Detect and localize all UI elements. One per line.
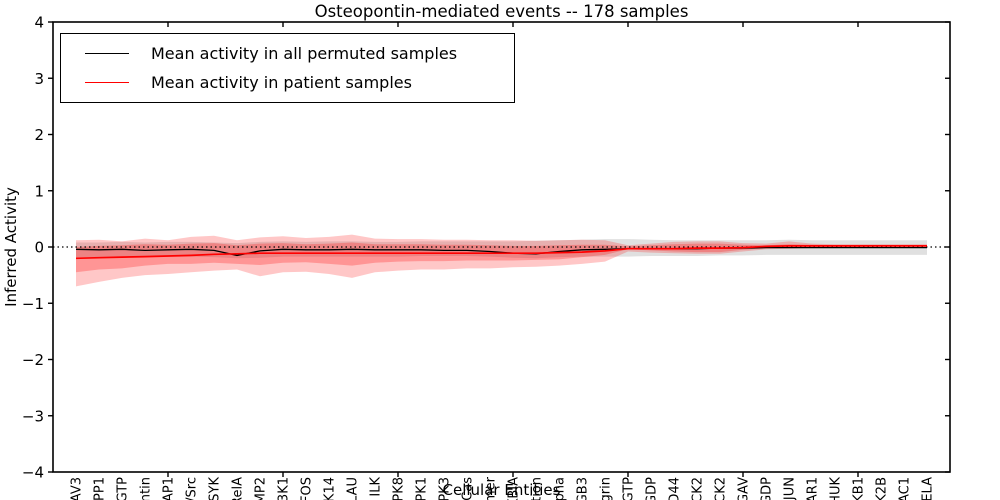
x-tick-label: ITGB3 — [576, 477, 591, 500]
x-tick-label: CD44 — [668, 477, 683, 500]
y-tick-label: 1 — [34, 182, 44, 200]
x-tick-label: IKK alpha homodimer — [484, 476, 499, 500]
x-tick-label: MAPK3 — [438, 477, 453, 500]
x-tick-label: ITGAV — [737, 477, 752, 500]
x-tick-label: MAP3K1 — [277, 477, 292, 500]
x-tick-label: AP1 — [162, 477, 177, 500]
x-tick-label: Rac1/GDP — [760, 477, 775, 500]
x-tick-label: alphaV/beta3 Integrin/Osteopontin — [139, 477, 154, 500]
y-tick-label: 0 — [34, 239, 44, 257]
x-tick-label: CHUK — [829, 477, 844, 500]
x-tick-label: PLAU — [346, 477, 361, 500]
x-tick-label: MAPK1 — [415, 477, 430, 500]
legend-label: Mean activity in patient samples — [151, 73, 412, 92]
x-tick-label: RELA — [921, 477, 936, 500]
x-tick-label: alphaV/beta3 Integrin/Osteopontin/Src — [185, 477, 200, 500]
x-tick-label: MMP2 — [254, 477, 269, 500]
y-tick-label: −1 — [22, 295, 44, 313]
y-tick-label: 3 — [34, 70, 44, 88]
x-tick-label: mol:GTP — [622, 477, 637, 500]
x-axis-label: Cellular Entities — [442, 481, 561, 499]
x-tick-label: MAPK8 — [392, 477, 407, 500]
x-tick-label: NFKBIA — [507, 477, 522, 500]
permuted-line-swatch — [85, 53, 129, 54]
x-tick-label: ROCK2 — [691, 477, 706, 500]
y-tick-label: 4 — [34, 14, 44, 32]
x-tick-label: FOS — [300, 477, 315, 500]
y-tick-label: −2 — [22, 351, 44, 369]
legend-item-permuted: Mean activity in all permuted samples — [61, 39, 514, 68]
x-tick-label: NF kappa B1 p50/RelA/I kappa B alpha — [553, 477, 568, 500]
patient-line-swatch — [85, 82, 129, 83]
x-tick-label: BCAR1 — [806, 477, 821, 500]
patient-mean-line — [75, 245, 927, 260]
x-tick-label: NFKB1 — [852, 477, 867, 500]
x-tick-label: CD44/Rho Family GTPase/ROCK2 — [714, 477, 729, 500]
y-tick-label: −3 — [22, 407, 44, 425]
x-tick-label: alphaV beta3 Integrin — [599, 477, 614, 500]
x-tick-label: Rac1/GTP — [116, 477, 131, 500]
legend-item-patient: Mean activity in patient samples — [61, 68, 514, 97]
x-tick-label: PTK2B — [875, 477, 890, 500]
y-axis-label: Inferred Activity — [2, 187, 20, 307]
x-tick-label: mol:GDP — [645, 477, 660, 500]
x-tick-label: PYK2/p130Cas — [461, 477, 476, 500]
legend: Mean activity in all permuted samples Me… — [60, 33, 515, 103]
x-tick-label: ILK — [369, 477, 384, 497]
y-tick-label: −4 — [22, 464, 44, 482]
x-tick-label: NF kappa B1 p50/RelA — [231, 477, 246, 500]
x-tick-label: JUN — [783, 477, 798, 500]
x-tick-label: SYK — [208, 477, 223, 500]
x-tick-label: VAV3 — [70, 477, 85, 500]
x-tick-label: RAC1 — [898, 477, 913, 500]
x-tick-label: SPP1 — [93, 477, 108, 500]
x-tick-label: MAP3K14 — [323, 477, 338, 500]
x-tick-label: bone resorption — [530, 477, 545, 500]
y-tick-label: 2 — [34, 126, 44, 144]
legend-label: Mean activity in all permuted samples — [151, 44, 458, 63]
chart-title: Osteopontin-mediated events -- 178 sampl… — [314, 2, 689, 21]
